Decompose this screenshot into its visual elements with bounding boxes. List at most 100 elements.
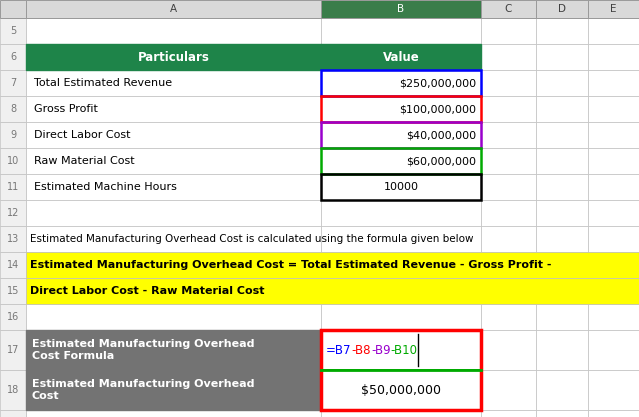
Bar (0, 252, 26, 278)
Text: Estimated Manufacturing Overhead Cost is calculated using the formula given belo: Estimated Manufacturing Overhead Cost is… (30, 234, 473, 244)
Bar (321, 330, 481, 370)
Bar (536, 96, 588, 122)
Bar (536, 0, 588, 18)
Bar (321, 96, 481, 122)
Text: Total Estimated Revenue: Total Estimated Revenue (34, 78, 172, 88)
Bar (321, 18, 481, 44)
Bar (26, 148, 321, 174)
Bar (536, 44, 588, 70)
Bar (26, 226, 321, 252)
Bar (26, 278, 639, 304)
Bar (588, 278, 639, 304)
Text: =B7: =B7 (326, 344, 351, 357)
Text: -B8: -B8 (351, 344, 371, 357)
Bar (0, 18, 26, 44)
Bar (588, 0, 639, 18)
Bar (536, 278, 588, 304)
Bar (0, 304, 26, 330)
Bar (588, 44, 639, 70)
Text: 18: 18 (7, 385, 19, 395)
Bar (321, 369, 481, 371)
Bar (481, 410, 536, 417)
Bar (588, 330, 639, 370)
Bar (536, 304, 588, 330)
Bar (0, 122, 26, 148)
Bar (321, 200, 481, 226)
Text: 10: 10 (7, 156, 19, 166)
Bar (26, 410, 321, 417)
Bar (321, 410, 481, 417)
Bar (481, 304, 536, 330)
Bar (321, 174, 481, 200)
Bar (26, 370, 321, 410)
Bar (26, 122, 321, 148)
Bar (536, 148, 588, 174)
Bar (26, 44, 321, 70)
Bar (588, 200, 639, 226)
Text: $100,000,000: $100,000,000 (399, 104, 476, 114)
Bar (0, 0, 26, 18)
Text: 15: 15 (7, 286, 19, 296)
Bar (26, 370, 321, 410)
Text: 12: 12 (7, 208, 19, 218)
Text: Value: Value (383, 50, 419, 63)
Bar (26, 252, 321, 278)
Bar (321, 70, 481, 96)
Bar (481, 148, 536, 174)
Bar (481, 370, 536, 410)
Bar (481, 0, 536, 18)
Text: Direct Labor Cost: Direct Labor Cost (34, 130, 130, 140)
Text: -B10: -B10 (390, 344, 418, 357)
Bar (536, 252, 588, 278)
Bar (0, 174, 26, 200)
Bar (481, 200, 536, 226)
Bar (0, 44, 26, 70)
Text: 10000: 10000 (383, 182, 419, 192)
Bar (321, 304, 481, 330)
Bar (0, 278, 26, 304)
Bar (0, 148, 26, 174)
Text: Estimated Manufacturing Overhead Cost = Total Estimated Revenue - Gross Profit -: Estimated Manufacturing Overhead Cost = … (30, 260, 551, 270)
Text: $50,000,000: $50,000,000 (361, 384, 441, 397)
Bar (26, 70, 321, 96)
Bar (481, 96, 536, 122)
Text: B: B (397, 4, 404, 14)
Bar (26, 252, 639, 278)
Bar (481, 44, 536, 70)
Bar (481, 278, 536, 304)
Bar (321, 96, 481, 122)
Bar (321, 330, 481, 410)
Bar (536, 330, 588, 370)
Text: 17: 17 (7, 345, 19, 355)
Text: $60,000,000: $60,000,000 (406, 156, 476, 166)
Bar (321, 330, 481, 370)
Bar (481, 226, 536, 252)
Text: 7: 7 (10, 78, 16, 88)
Bar (588, 96, 639, 122)
Bar (536, 70, 588, 96)
Text: 9: 9 (10, 130, 16, 140)
Bar (536, 370, 588, 410)
Bar (26, 330, 321, 370)
Text: Particulars: Particulars (137, 50, 210, 63)
Bar (0, 370, 26, 410)
Bar (321, 0, 481, 18)
Bar (481, 252, 536, 278)
Bar (321, 44, 481, 70)
Bar (588, 148, 639, 174)
Bar (588, 304, 639, 330)
Text: 16: 16 (7, 312, 19, 322)
Text: Estimated Machine Hours: Estimated Machine Hours (34, 182, 177, 192)
Bar (481, 70, 536, 96)
Text: Raw Material Cost: Raw Material Cost (34, 156, 135, 166)
Bar (536, 226, 588, 252)
Text: 5: 5 (10, 26, 16, 36)
Bar (0, 200, 26, 226)
Bar (588, 370, 639, 410)
Text: 8: 8 (10, 104, 16, 114)
Bar (0, 226, 26, 252)
Text: 13: 13 (7, 234, 19, 244)
Bar (536, 200, 588, 226)
Bar (588, 174, 639, 200)
Bar (321, 122, 481, 148)
